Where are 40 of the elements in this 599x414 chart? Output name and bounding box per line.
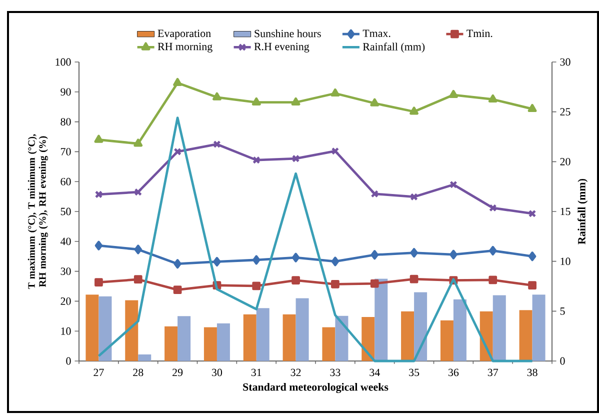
legend-label: Evaporation xyxy=(158,30,211,40)
x-tick-label: 28 xyxy=(133,368,144,376)
x-tick-label: 30 xyxy=(212,368,222,376)
y-tick-label: 20 xyxy=(60,298,71,305)
x-tick-label: 35 xyxy=(409,368,420,376)
y-tick-label: 40 xyxy=(60,238,71,246)
y2-tick-label: 25 xyxy=(560,108,570,116)
x-tick-label: 38 xyxy=(527,368,538,376)
x-tick-label: 32 xyxy=(290,368,301,376)
x-axis-title: Standard meteorological weeks xyxy=(243,383,388,394)
legend-label: Tmin. xyxy=(466,30,492,38)
y-axis-title: T maximum (°C), T minimum (°C), RH morning (%), RH evening (%) xyxy=(28,134,48,289)
y2-axis-title: Rainfall (mm) xyxy=(578,178,588,244)
y2-tick-label: 10 xyxy=(560,258,570,266)
y2-tick-label: 5 xyxy=(560,308,565,315)
x-tick-label: 36 xyxy=(448,368,459,376)
legend-label: RH morning xyxy=(158,42,212,52)
legend-label: Tmax. xyxy=(362,30,390,38)
x-tick-label: 34 xyxy=(370,368,380,376)
y2-tick-label: 20 xyxy=(560,158,570,166)
y-tick-label: 10 xyxy=(61,327,71,335)
x-tick-label: 33 xyxy=(330,368,340,376)
legend-label: R.H evening xyxy=(254,42,310,52)
y2-tick-label: 15 xyxy=(560,208,570,216)
y2-tick-label: 0 xyxy=(560,357,565,365)
x-tick-label: 29 xyxy=(172,368,183,376)
legend-label: Rainfall (mm) xyxy=(362,42,425,53)
y-tick-label: 80 xyxy=(60,118,71,126)
y-tick-label: 70 xyxy=(60,148,71,156)
x-tick-label: 37 xyxy=(488,368,498,376)
y-tick-label: 30 xyxy=(60,268,71,275)
legend-label: Sunshine hours xyxy=(254,30,321,38)
y-tick-label: 90 xyxy=(60,88,71,96)
y-tick-label: 100 xyxy=(56,58,71,66)
y-tick-label: 0 xyxy=(66,357,71,365)
y2-tick-label: 30 xyxy=(560,58,570,66)
x-tick-label: 27 xyxy=(94,368,104,376)
x-tick-label: 31 xyxy=(251,368,262,376)
y-tick-label: 50 xyxy=(60,208,71,216)
y-tick-label: 60 xyxy=(60,178,71,186)
